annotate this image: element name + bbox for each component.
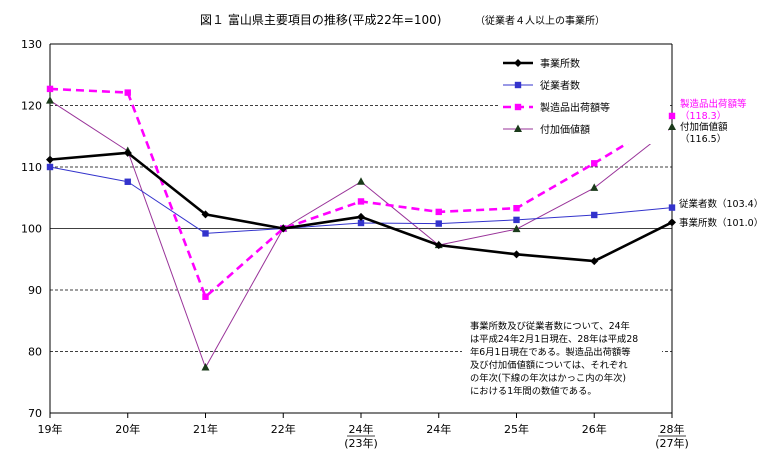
end-label: （118.3） [680,110,726,122]
data-point [512,250,521,259]
data-point [513,216,520,224]
end-label: （116.5） [680,133,726,145]
note-line: 事業所数及び従業者数について、24年 [470,320,630,332]
data-point [279,224,288,233]
data-point [202,293,209,300]
data-point [46,96,54,104]
data-point [590,257,599,266]
legend-marker [514,124,522,132]
legend-marker [514,59,522,67]
data-point [435,220,442,227]
y-tick-label: 80 [28,346,42,359]
y-tick-label: 110 [21,161,42,174]
data-point [513,205,520,212]
data-point [668,112,676,120]
data-point [201,210,210,219]
data-point [590,183,599,191]
data-point [512,224,521,233]
data-point [591,160,598,167]
x-tick-label: 26年 [582,422,607,436]
note-line: 及び付加価値額については、それぞれ [470,359,628,371]
end-label: 事業所数（101.0） [679,217,763,229]
data-point [124,89,131,96]
legend-marker [514,103,522,111]
x-tick-label: 28年 [660,422,685,436]
data-point [46,85,54,93]
note-line: における1年間の数値である。 [470,385,597,397]
data-point [357,177,365,185]
end-label: 製造品出荷額等 [680,98,747,110]
x-tick-label: 24年 [349,422,374,436]
legend-label: 付加価値額 [540,123,590,136]
end-label: 付加価値額 [680,121,728,133]
x-tick-label: 19年 [38,422,63,436]
note-background [462,316,662,400]
series-employees [46,163,676,237]
x-tick-label: 20年 [115,422,140,436]
end-label: 従業者数（103.4） [679,198,763,210]
y-tick-label: 100 [21,223,42,236]
series-establishments [46,148,676,266]
data-point [357,198,365,205]
chart-title: 図１ 富山県主要項目の推移(平成22年=100) [200,12,441,27]
data-point [46,155,54,164]
legend-label: 事業所数 [540,57,580,70]
legend-label: 従業者数 [540,79,580,92]
data-point [46,163,54,171]
data-point [668,218,676,227]
series-line-establishments [49,151,673,263]
data-point [357,212,365,221]
x-tick-label: 21年 [193,422,218,436]
y-tick-label: 70 [28,407,42,420]
y-tick-label: 120 [21,100,42,113]
x-tick-sublabel: (23年) [344,436,378,450]
x-tick-label: 25年 [504,422,529,436]
y-tick-label: 130 [21,38,42,51]
x-tick-label: 24年 [426,422,451,436]
data-point [434,241,443,250]
data-point [668,122,676,131]
data-point [123,148,132,157]
data-point [357,219,365,227]
note-line: 年6月1日現在である。製造品出荷額等 [470,346,631,358]
data-point [202,230,209,237]
chart-subtitle: （従業者４人以上の事業所） [475,14,605,27]
note-box: 事業所数及び従業者数について、24年は平成24年2月1日現在、28年は平成28年… [462,316,662,400]
x-tick-sublabel: (27年) [655,436,689,450]
legend-label: 製造品出荷額等 [540,101,610,114]
data-point [124,178,131,185]
y-tick-label: 90 [28,284,42,297]
data-point [201,362,210,371]
note-line: の年次(下線の年次はかっこ内の年次) [470,372,626,384]
x-tick-label: 22年 [271,422,296,436]
data-point [668,204,676,211]
legend-marker [514,81,522,89]
data-point [591,211,598,219]
data-point [435,208,442,216]
note-line: は平成24年2月1日現在、28年は平成28 [470,333,638,345]
